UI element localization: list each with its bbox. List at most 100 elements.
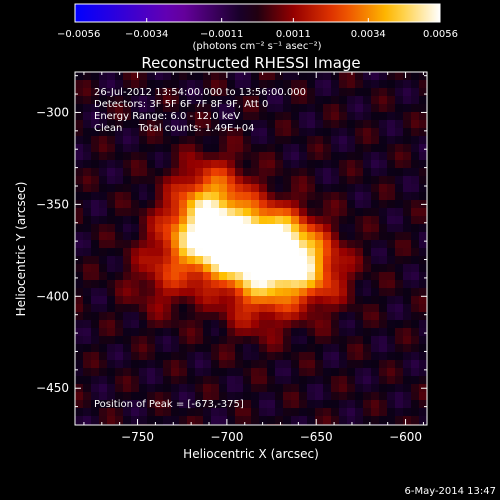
- heatmap-pixel: [163, 360, 172, 369]
- heatmap-pixel: [259, 160, 268, 169]
- heatmap-pixel: [163, 160, 172, 169]
- heatmap-pixel: [275, 296, 284, 305]
- heatmap-pixel: [283, 96, 292, 105]
- heatmap-pixel: [355, 232, 364, 241]
- heatmap-pixel: [163, 152, 172, 161]
- heatmap-pixel: [91, 288, 100, 297]
- heatmap-pixel: [115, 184, 124, 193]
- heatmap-pixel: [371, 336, 380, 345]
- heatmap-pixel: [155, 400, 164, 409]
- heatmap-pixel: [387, 224, 396, 233]
- heatmap-pixel: [371, 144, 380, 153]
- heatmap-pixel: [395, 168, 404, 177]
- heatmap-pixel: [195, 408, 204, 417]
- heatmap-pixel: [131, 352, 140, 361]
- heatmap-pixel: [123, 144, 132, 153]
- heatmap-pixel: [419, 408, 427, 417]
- x-tick-label: −600: [389, 430, 422, 444]
- heatmap-pixel: [227, 152, 236, 161]
- heatmap-pixel: [259, 120, 268, 129]
- heatmap-pixel: [115, 136, 124, 145]
- heatmap-pixel: [139, 240, 148, 249]
- heatmap-pixel: [339, 232, 348, 241]
- heatmap-pixel: [139, 336, 148, 345]
- heatmap-pixel: [235, 96, 244, 105]
- heatmap-pixel: [395, 72, 404, 81]
- heatmap-pixel: [307, 416, 316, 425]
- heatmap-pixel: [163, 280, 172, 289]
- heatmap-pixel: [107, 256, 116, 265]
- heatmap-pixel: [179, 272, 188, 281]
- heatmap-pixel: [219, 392, 228, 401]
- heatmap-pixel: [387, 400, 396, 409]
- heatmap-pixel: [387, 160, 396, 169]
- heatmap-pixel: [275, 240, 284, 249]
- heatmap-pixel: [283, 400, 292, 409]
- heatmap-pixel: [347, 360, 356, 369]
- heatmap-pixel: [171, 408, 180, 417]
- heatmap-pixel: [355, 216, 364, 225]
- heatmap-pixel: [107, 104, 116, 113]
- heatmap-pixel: [107, 248, 116, 257]
- heatmap-pixel: [395, 344, 404, 353]
- heatmap-pixel: [307, 328, 316, 337]
- heatmap-pixel: [243, 168, 252, 177]
- heatmap-pixel: [259, 224, 268, 233]
- heatmap-pixel: [267, 152, 276, 161]
- heatmap-pixel: [387, 368, 396, 377]
- heatmap-pixel: [291, 216, 300, 225]
- heatmap-pixel: [411, 224, 420, 233]
- heatmap-pixel: [123, 184, 132, 193]
- heatmap-pixel: [75, 264, 84, 273]
- heatmap-pixel: [395, 224, 404, 233]
- heatmap-pixel: [259, 200, 268, 209]
- heatmap-pixel: [395, 264, 404, 273]
- heatmap-pixel: [371, 392, 380, 401]
- heatmap-pixel: [315, 184, 324, 193]
- heatmap-pixel: [99, 368, 108, 377]
- plot-frame: [74, 71, 428, 426]
- heatmap-pixel: [123, 112, 132, 121]
- heatmap-pixel: [219, 224, 228, 233]
- heatmap-pixel: [75, 240, 84, 249]
- heatmap-pixel: [339, 384, 348, 393]
- heatmap-pixel: [115, 368, 124, 377]
- heatmap-pixel: [171, 248, 180, 257]
- heatmap-pixel: [115, 336, 124, 345]
- heatmap-pixel: [195, 120, 204, 129]
- heatmap-pixel: [323, 352, 332, 361]
- heatmap-pixel: [283, 304, 292, 313]
- heatmap-pixel: [187, 144, 196, 153]
- colorbar-tick-label: 0.0011: [276, 29, 311, 40]
- heatmap-pixel: [147, 184, 156, 193]
- heatmap-pixel: [163, 120, 172, 129]
- heatmap-pixel: [251, 216, 260, 225]
- heatmap-pixel: [195, 384, 204, 393]
- heatmap-pixel: [131, 112, 140, 121]
- heatmap-pixel: [91, 152, 100, 161]
- heatmap-pixel: [115, 384, 124, 393]
- heatmap-pixel: [355, 320, 364, 329]
- heatmap-pixel: [299, 224, 308, 233]
- heatmap-pixel: [379, 256, 388, 265]
- heatmap-pixel: [411, 112, 420, 121]
- heatmap-pixel: [131, 264, 140, 273]
- heatmap-pixel: [275, 352, 284, 361]
- heatmap-pixel: [275, 408, 284, 417]
- heatmap-pixel: [91, 304, 100, 313]
- heatmap-pixel: [139, 176, 148, 185]
- heatmap-pixel: [387, 352, 396, 361]
- heatmap-pixel: [387, 296, 396, 305]
- heatmap-pixel: [203, 152, 212, 161]
- heatmap-pixel: [195, 296, 204, 305]
- heatmap-pixel: [283, 320, 292, 329]
- heatmap-pixel: [75, 344, 84, 353]
- heatmap-pixel: [379, 224, 388, 233]
- heatmap-pixel: [203, 400, 212, 409]
- heatmap-pixel: [339, 328, 348, 337]
- heatmap-pixel: [267, 216, 276, 225]
- heatmap-pixel: [243, 296, 252, 305]
- heatmap-pixel: [275, 232, 284, 241]
- heatmap-pixel: [283, 104, 292, 113]
- heatmap-pixel: [195, 392, 204, 401]
